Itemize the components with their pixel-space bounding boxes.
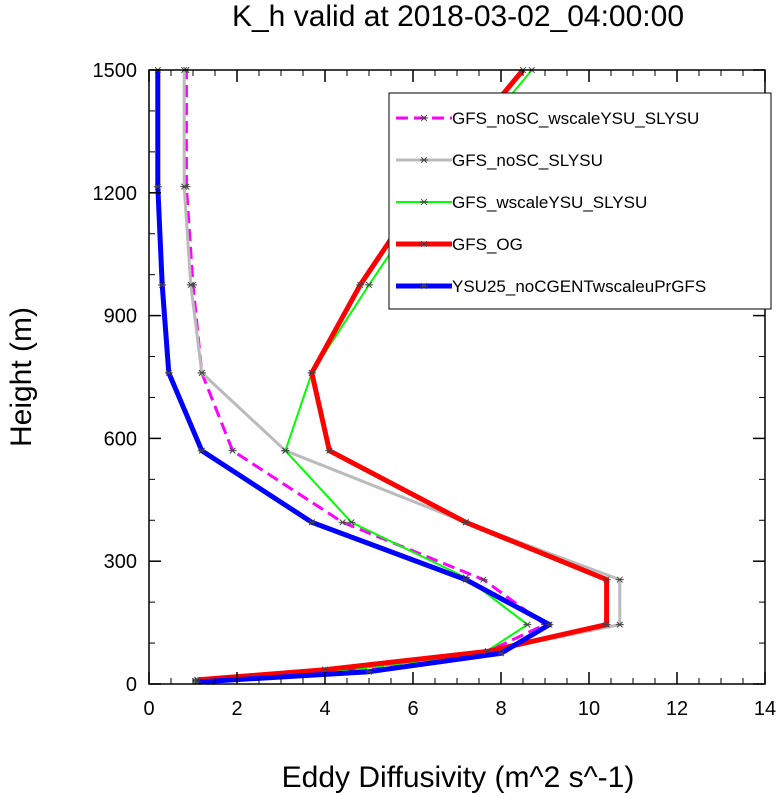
data-point-4-8	[158, 281, 167, 289]
data-point-4-6	[197, 447, 206, 454]
y-tick-label: 300	[104, 551, 137, 573]
data-point-2-5	[347, 519, 356, 526]
series-layer	[153, 66, 624, 686]
legend-entry-2: GFS_wscaleYSU_SLYSU	[396, 193, 647, 212]
legend-entry-0: GFS_noSC_wscaleYSU_SLYSU	[396, 109, 699, 128]
data-point-4-1	[365, 668, 373, 675]
data-point-4-7	[164, 369, 173, 377]
data-point-0-5	[338, 519, 347, 526]
data-point-4-4	[461, 576, 470, 583]
legend-marker	[420, 198, 428, 206]
data-point-1-8	[186, 281, 195, 289]
data-point-2-3	[523, 621, 532, 628]
legend-label: GFS_wscaleYSU_SLYSU	[452, 193, 647, 212]
y-axis-label: Height (m)	[5, 307, 38, 447]
legend: GFS_noSC_wscaleYSU_SLYSU GFS_noSC_SLYSU GF…	[388, 92, 772, 310]
data-point-3-3	[602, 621, 611, 628]
legend-label: GFS_noSC_wscaleYSU_SLYSU	[452, 109, 699, 128]
x-tick-label: 12	[666, 698, 688, 720]
data-point-3-1	[321, 666, 329, 673]
x-tick-label: 8	[495, 698, 506, 720]
legend-marker	[420, 114, 428, 122]
data-point-1-9	[180, 183, 189, 190]
legend-marker	[420, 282, 428, 290]
x-tick-label: 6	[407, 698, 418, 720]
data-point-4-9	[153, 183, 162, 190]
legend-label: YSU25_noCGENTwscaleuPrGFS	[452, 277, 706, 296]
legend-entry-3: GFS_OG	[396, 235, 523, 254]
y-tick-label: 900	[104, 306, 137, 328]
data-point-1-7	[197, 369, 206, 377]
data-point-1-4	[615, 576, 624, 583]
data-point-3-8	[356, 281, 365, 289]
legend-entry-4: YSU25_noCGENTwscaleuPrGFS	[396, 277, 706, 296]
legend-marker	[420, 240, 428, 248]
axis-ticks: 0 2 4 6 8 10 12 14 0 300 600 900 1200 1500	[93, 60, 777, 720]
x-tick-label: 10	[578, 698, 600, 720]
data-point-3-7	[307, 369, 316, 377]
data-point-3-6	[325, 447, 334, 454]
data-point-2-8	[365, 281, 373, 289]
y-tick-label: 1200	[93, 183, 138, 205]
legend-entry-1: GFS_noSC_SLYSU	[396, 151, 603, 170]
data-point-0-4	[479, 576, 488, 583]
y-tick-label: 0	[126, 674, 137, 696]
data-point-1-3	[615, 621, 624, 628]
legend-box	[388, 92, 772, 310]
data-point-3-5	[461, 519, 470, 526]
data-point-4-2	[497, 650, 505, 657]
data-point-3-4	[602, 576, 611, 583]
y-tick-label: 600	[104, 428, 137, 450]
y-tick-label: 1500	[93, 60, 138, 82]
x-axis-label: Eddy Diffusivity (m^2 s^-1)	[282, 761, 635, 794]
x-tick-label: 4	[319, 698, 330, 720]
x-tick-label: 14	[754, 698, 776, 720]
legend-marker	[420, 156, 428, 164]
legend-label: GFS_noSC_SLYSU	[452, 151, 603, 170]
data-point-2-6	[281, 447, 290, 454]
data-point-4-5	[307, 519, 316, 526]
data-point-4-3	[545, 621, 554, 628]
x-tick-label: 0	[143, 698, 154, 720]
legend-label: GFS_OG	[452, 235, 523, 254]
chart-title: K_h valid at 2018-03-02_04:00:00	[232, 0, 684, 33]
data-point-0-6	[228, 447, 237, 454]
x-tick-label: 2	[231, 698, 242, 720]
